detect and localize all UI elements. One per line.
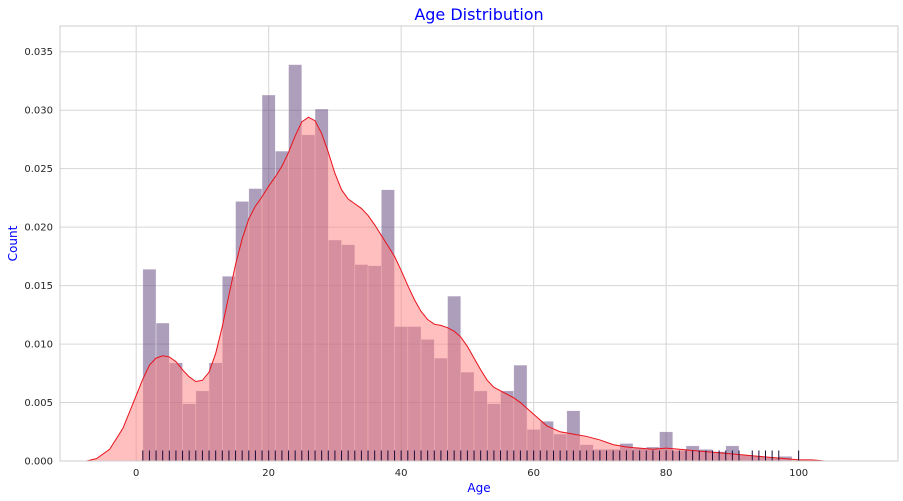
- kde-line: [86, 116, 852, 462]
- y-tick-label: 0.010: [24, 340, 53, 351]
- rug-marks: [142, 450, 800, 461]
- y-axis-label: Count: [6, 225, 20, 261]
- y-tick-label: 0.020: [24, 223, 53, 234]
- plot-frame: [59, 25, 899, 462]
- kde-fill: [86, 117, 852, 462]
- x-axis-label: Age: [467, 481, 490, 495]
- chart-title: Age Distribution: [414, 5, 543, 24]
- x-tick-labels: 0 20 40 60 80 100: [133, 468, 808, 479]
- y-tick-label: 0.005: [24, 398, 53, 409]
- x-tick-label: 80: [660, 468, 673, 479]
- y-tick-labels: 0.000 0.005 0.010 0.015 0.020 0.025 0.030 0.035: [24, 47, 53, 467]
- x-tick-label: 40: [395, 468, 408, 479]
- y-tick-label: 0.000: [24, 457, 53, 468]
- y-tick-label: 0.025: [24, 164, 53, 175]
- x-tick-label: 60: [527, 468, 540, 479]
- kde-curve: [86, 116, 852, 462]
- gridlines: [60, 26, 898, 462]
- y-tick-label: 0.035: [24, 47, 53, 58]
- x-tick-label: 100: [789, 468, 808, 479]
- y-tick-label: 0.030: [24, 106, 53, 117]
- x-tick-label: 20: [262, 468, 275, 479]
- y-tick-label: 0.015: [24, 281, 53, 292]
- x-tick-label: 0: [133, 468, 139, 479]
